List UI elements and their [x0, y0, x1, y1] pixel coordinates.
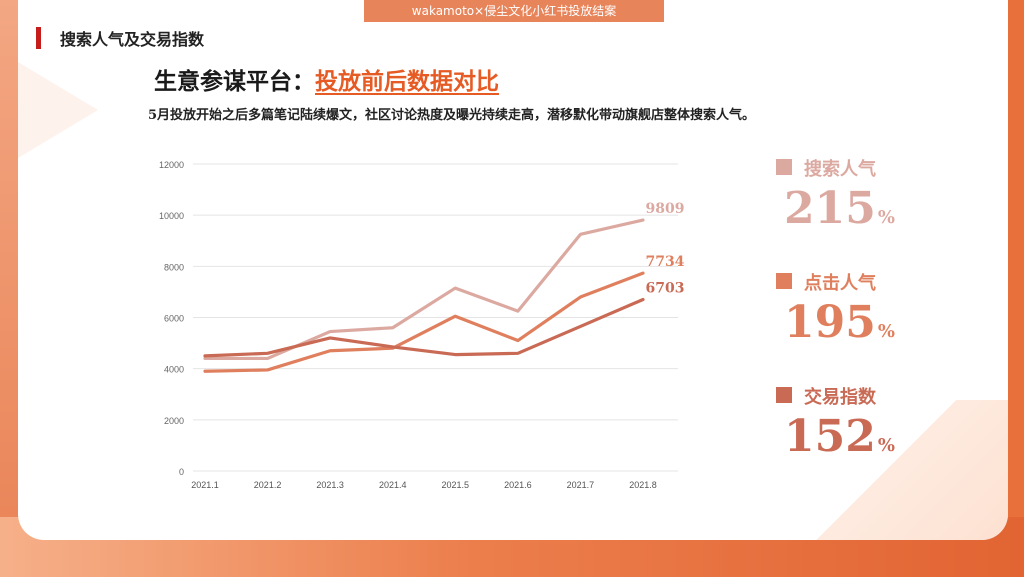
x-tick-label: 2021.2: [254, 480, 282, 490]
slide-card: 搜索人气及交易指数 生意参谋平台：投放前后数据对比 5月投放开始之后多篇笔记陆续…: [18, 0, 1008, 540]
legend-number-click: 195: [784, 297, 876, 348]
x-tick-label: 2021.4: [379, 480, 407, 490]
legend-value-search: 215%: [784, 183, 895, 234]
section-accent-bar: [36, 27, 41, 49]
headline-prefix: 生意参谋平台：: [154, 68, 315, 95]
decorative-corner: [788, 400, 1008, 540]
legend-number-search: 215: [784, 183, 876, 234]
top-banner: wakamoto×侵尘文化小红书投放结案: [364, 0, 664, 22]
subtitle: 5月投放开始之后多篇笔记陆续爆文，社区讨论热度及曝光持续走高，潜移默化带动旗舰店…: [148, 108, 756, 123]
series-line-trade: [203, 297, 645, 358]
legend-swatch-trade: [776, 387, 792, 403]
y-tick-label: 4000: [164, 365, 184, 375]
y-tick-label: 6000: [164, 314, 184, 324]
headline-highlight: 投放前后数据对比: [315, 68, 499, 95]
y-tick-label: 10000: [159, 211, 184, 221]
legend-swatch-click: [776, 273, 792, 289]
legend-swatch-search: [776, 159, 792, 175]
section-title: 搜索人气及交易指数: [60, 30, 205, 49]
legend-value-click: 195%: [784, 297, 895, 348]
legend-number-trade: 152: [784, 411, 876, 462]
legend-unit-trade: %: [877, 435, 895, 456]
y-tick-label: 0: [179, 467, 184, 477]
x-tick-label: 2021.5: [442, 480, 470, 490]
x-tick-label: 2021.1: [191, 480, 219, 490]
legend-unit-search: %: [877, 207, 895, 228]
decorative-triangle: [18, 20, 98, 200]
series-line-search: [203, 218, 645, 361]
headline: 生意参谋平台：投放前后数据对比: [154, 62, 499, 96]
x-tick-label: 2021.7: [567, 480, 595, 490]
legend-label-search: 搜索人气: [804, 159, 876, 180]
series-line-click: [203, 271, 645, 373]
legend-unit-click: %: [877, 321, 895, 342]
line-chart: 0 2000 4000 6000 8000 10000 12000 2021.1 2021.2 2…: [159, 160, 685, 490]
legend-value-trade: 152%: [784, 411, 895, 462]
data-label-click: 7734: [646, 254, 685, 270]
y-tick-label: 2000: [164, 416, 184, 426]
legend-label-trade: 交易指数: [804, 387, 876, 408]
x-tick-label: 2021.3: [316, 480, 344, 490]
y-tick-label: 8000: [164, 262, 184, 272]
data-label-search: 9809: [646, 201, 685, 217]
y-tick-label: 12000: [159, 160, 184, 170]
x-tick-label: 2021.6: [504, 480, 532, 490]
x-tick-label: 2021.8: [629, 480, 657, 490]
legend-label-click: 点击人气: [804, 273, 876, 294]
data-label-trade: 6703: [646, 281, 685, 297]
